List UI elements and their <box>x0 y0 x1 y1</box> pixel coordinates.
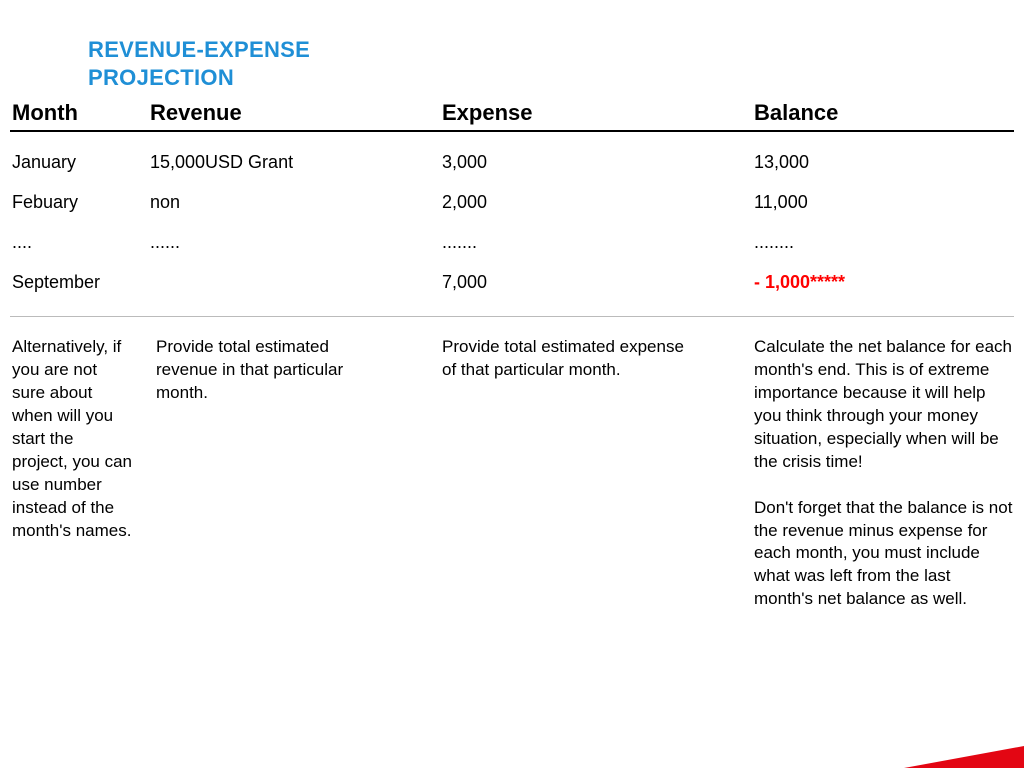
table-cell-expense: 2,000 <box>442 192 487 213</box>
table-cell-month: Febuary <box>12 192 78 213</box>
table-cell-balance: 11,000 <box>754 192 808 213</box>
col-header-balance: Balance <box>754 100 838 126</box>
col-header-month: Month <box>12 100 78 126</box>
table-cell-revenue: 15,000USD Grant <box>150 152 293 173</box>
col-header-expense: Expense <box>442 100 533 126</box>
table-cell-expense: 7,000 <box>442 272 487 293</box>
table-cell-expense: 3,000 <box>442 152 487 173</box>
page-title: REVENUE-EXPENSE PROJECTION <box>88 36 310 91</box>
table-cell-expense: ....... <box>442 232 477 253</box>
table-cell-month: September <box>12 272 100 293</box>
table-cell-balance: ........ <box>754 232 794 253</box>
footer-rule <box>10 316 1014 317</box>
note-month: Alternatively, if you are not sure about… <box>12 336 132 542</box>
table-cell-month: January <box>12 152 76 173</box>
header-rule <box>10 130 1014 132</box>
table-cell-revenue: ...... <box>150 232 180 253</box>
note-balance: Calculate the net balance for each month… <box>754 336 1014 611</box>
table-cell-revenue: non <box>150 192 180 213</box>
table-cell-balance: 13,000 <box>754 152 809 173</box>
note-revenue: Provide total estimated revenue in that … <box>156 336 376 405</box>
table-cell-balance: - 1,000***** <box>754 272 845 293</box>
corner-wedge-icon <box>904 746 1024 768</box>
note-expense: Provide total estimated expense of that … <box>442 336 702 382</box>
col-header-revenue: Revenue <box>150 100 242 126</box>
table-cell-month: .... <box>12 232 32 253</box>
